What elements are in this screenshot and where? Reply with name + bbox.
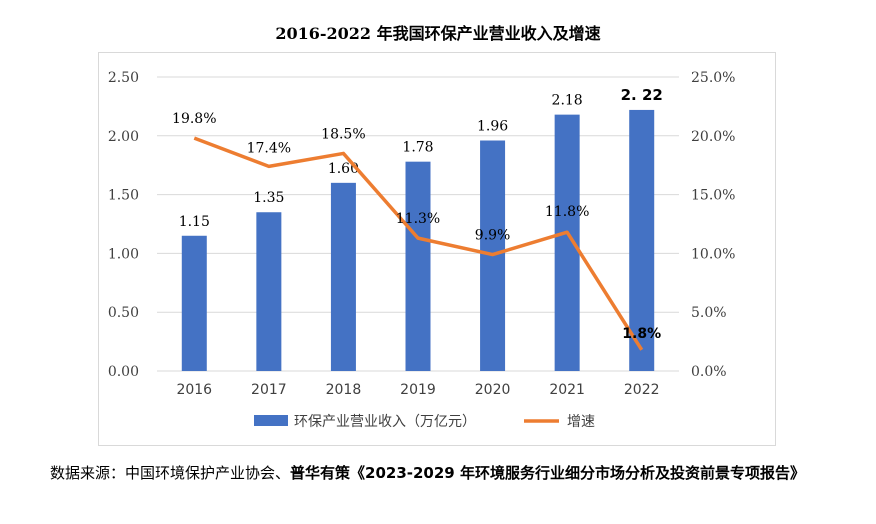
y-left-tick-label: 1.50: [108, 188, 139, 204]
y-right-tick-label: 0.0%: [691, 364, 727, 380]
bar: [330, 182, 356, 371]
bar-data-label: 1.35: [253, 190, 284, 206]
y-right-tick-label: 5.0%: [691, 305, 727, 321]
bar: [405, 161, 431, 371]
line-data-label: 1.8%: [622, 326, 661, 342]
bar: [629, 109, 655, 371]
x-tick-label: 2018: [326, 382, 362, 398]
x-tick-label: 2019: [400, 382, 436, 398]
x-tick-label: 2016: [176, 382, 212, 398]
y-right-tick-label: 15.0%: [691, 188, 735, 204]
x-tick-label: 2021: [549, 382, 585, 398]
legend-swatch-revenue: [254, 415, 288, 426]
line-data-label: 11.3%: [396, 211, 440, 227]
y-right-tick-label: 25.0%: [691, 70, 735, 86]
x-tick-label: 2020: [475, 382, 511, 398]
chart-plot: 0.00 0.50 1.00 1.50 2.00 2.50 0.0% 5.0% 10.0% 15.…: [108, 70, 736, 430]
y-right-tick-label: 10.0%: [691, 246, 735, 262]
bar-data-label: 1.15: [179, 214, 210, 230]
line-data-label: 17.4%: [247, 140, 291, 156]
source-note: 数据来源：中国环境保护产业协会、普华有策《2023-2029 年环境服务行业细分…: [50, 461, 850, 486]
bar-data-label: 2.18: [552, 93, 583, 109]
y-left-tick-label: 0.00: [108, 364, 139, 380]
bar-data-label: 1.96: [477, 119, 508, 135]
line-data-label: 18.5%: [321, 126, 365, 142]
y-left-tick-label: 2.00: [108, 129, 139, 145]
y-left-tick-label: 1.00: [108, 246, 139, 262]
y-left-tick-label: 0.50: [108, 305, 139, 321]
line-data-label: 19.8%: [172, 111, 216, 127]
x-tick-label: 2022: [624, 382, 660, 398]
y-right-tick-label: 20.0%: [691, 129, 735, 145]
chart-frame: 0.00 0.50 1.00 1.50 2.00 2.50 0.0% 5.0% 10.0% 15.…: [98, 52, 776, 446]
source-prefix: 数据来源：中国环境保护产业协会、: [50, 464, 291, 482]
series-line-growth: [193, 136, 644, 351]
bar-data-label: 2. 22: [621, 86, 663, 104]
y-left-tick-label: 2.50: [108, 70, 139, 86]
source-report-title: 普华有策《2023-2029 年环境服务行业细分市场分析及投资前景专项报告》: [290, 464, 805, 482]
x-tick-label: 2017: [251, 382, 287, 398]
bar-data-label: 1.78: [402, 140, 433, 156]
bar: [256, 212, 282, 371]
legend-label-revenue: 环保产业营业收入（万亿元）: [294, 414, 476, 430]
chart-title: 2016-2022 年我国环保产业营业收入及增速: [275, 24, 601, 43]
legend-label-growth: 增速: [567, 414, 595, 430]
bar: [181, 235, 207, 371]
line-data-label: 11.8%: [545, 204, 589, 220]
line-data-label: 9.9%: [475, 228, 511, 244]
